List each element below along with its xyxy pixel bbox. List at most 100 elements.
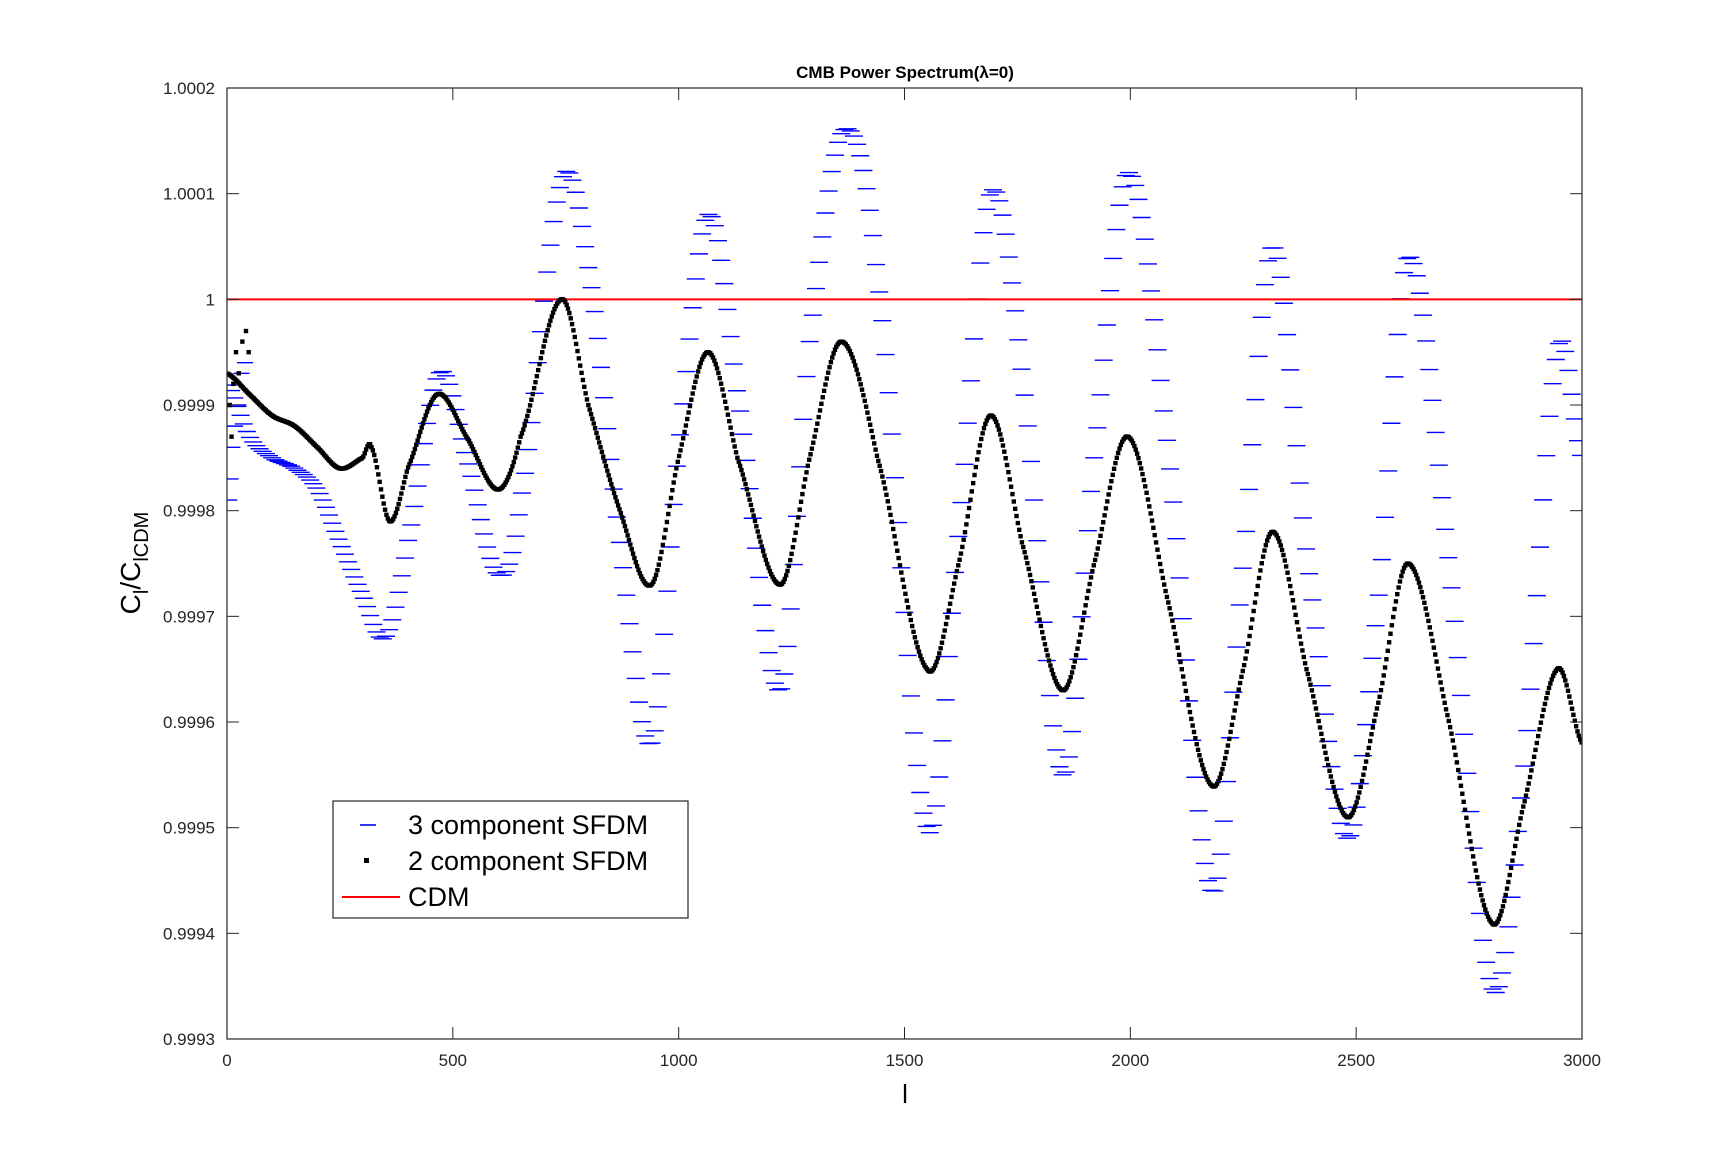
series-2-point bbox=[1521, 804, 1525, 808]
series-2-point bbox=[883, 486, 887, 490]
series-2-point bbox=[940, 641, 944, 645]
series-2-point bbox=[1371, 725, 1375, 729]
series-2-point bbox=[1419, 590, 1423, 594]
series-2-point bbox=[1139, 466, 1143, 470]
series-2-point bbox=[535, 374, 539, 378]
series-2-point bbox=[1529, 768, 1533, 772]
series-2-point bbox=[869, 429, 873, 433]
series-2-point bbox=[632, 556, 636, 560]
series-2-point bbox=[814, 428, 818, 432]
series-2-point bbox=[800, 492, 804, 496]
series-2-point bbox=[1013, 507, 1017, 511]
series-2-point bbox=[947, 608, 951, 612]
series-2-point bbox=[1302, 655, 1306, 659]
series-2-point bbox=[900, 578, 904, 582]
series-2-point bbox=[670, 488, 674, 492]
series-2-point bbox=[377, 480, 381, 484]
series-2-point bbox=[1513, 844, 1517, 848]
series-2-point bbox=[394, 511, 398, 515]
series-2-point bbox=[961, 538, 965, 542]
series-2-point bbox=[621, 520, 625, 524]
series-2-point bbox=[735, 456, 739, 460]
series-2-point bbox=[583, 391, 587, 395]
series-2-point bbox=[533, 380, 537, 384]
series-2-point bbox=[574, 342, 578, 346]
series-2-point bbox=[1050, 668, 1054, 672]
series-2-point bbox=[678, 448, 682, 452]
series-2-point bbox=[1022, 550, 1026, 554]
series-2-point bbox=[379, 487, 383, 491]
series-2-point bbox=[673, 473, 677, 477]
series-2-point bbox=[662, 535, 666, 539]
legend-label-2-component: 2 component SFDM bbox=[408, 846, 648, 876]
series-2-point bbox=[413, 447, 417, 451]
series-2-point bbox=[1417, 581, 1421, 585]
series-2-point bbox=[1228, 730, 1232, 734]
series-2-point bbox=[1308, 683, 1312, 687]
series-2-point bbox=[858, 382, 862, 386]
series-2-point bbox=[1395, 592, 1399, 596]
y-axis-label-main: C bbox=[115, 594, 146, 614]
series-2-point bbox=[913, 635, 917, 639]
series-2-point bbox=[1353, 804, 1357, 808]
series-2-point bbox=[1369, 732, 1373, 736]
series-2-point bbox=[517, 440, 521, 444]
series-2-point bbox=[1250, 617, 1254, 621]
series-2-point bbox=[1170, 618, 1174, 622]
series-2-point bbox=[510, 464, 514, 468]
series-2-point bbox=[395, 507, 399, 511]
series-2-point bbox=[1360, 779, 1364, 783]
series-2-point bbox=[1304, 667, 1308, 671]
series-2-point bbox=[1482, 903, 1486, 907]
series-2-point bbox=[414, 443, 418, 447]
series-2-point bbox=[1330, 780, 1334, 784]
series-2-point bbox=[686, 410, 690, 414]
series-2-point bbox=[731, 438, 735, 442]
series-2-point bbox=[1020, 540, 1024, 544]
series-2-point bbox=[956, 563, 960, 567]
series-2-point bbox=[1048, 663, 1052, 667]
series-2-point bbox=[762, 553, 766, 557]
series-2-point bbox=[867, 416, 871, 420]
series-2-point bbox=[1102, 513, 1106, 517]
series-2-point bbox=[531, 392, 535, 396]
series-2-point bbox=[1287, 577, 1291, 581]
series-2-point bbox=[894, 541, 898, 545]
series-2-point bbox=[589, 412, 593, 416]
series-2-point bbox=[1300, 648, 1304, 652]
series-2-point bbox=[598, 445, 602, 449]
series-2-point bbox=[999, 438, 1003, 442]
series-2-point bbox=[853, 363, 857, 367]
series-2-point bbox=[1399, 574, 1403, 578]
y-tick-label: 0.9994 bbox=[163, 924, 215, 943]
series-2-point bbox=[1073, 659, 1077, 663]
series-2-point bbox=[1322, 744, 1326, 748]
series-2-point bbox=[415, 438, 419, 442]
series-2-point bbox=[1548, 681, 1552, 685]
series-2-point bbox=[571, 328, 575, 332]
series-2-point bbox=[1441, 694, 1445, 698]
series-2-point bbox=[593, 426, 597, 430]
series-2-point bbox=[579, 371, 583, 375]
series-2-point bbox=[1303, 661, 1307, 665]
series-2-point bbox=[1247, 634, 1251, 638]
series-2-point bbox=[1503, 893, 1507, 897]
series-2-point bbox=[788, 558, 792, 562]
series-2-point bbox=[1571, 713, 1575, 717]
series-2-point bbox=[1144, 491, 1148, 495]
series-2-point bbox=[1394, 599, 1398, 603]
series-2-point bbox=[863, 399, 867, 403]
series-2-point bbox=[945, 615, 949, 619]
series-2-point bbox=[803, 477, 807, 481]
y-tick-label: 0.9996 bbox=[163, 713, 215, 732]
series-2-point bbox=[1105, 499, 1109, 503]
series-2-point bbox=[1474, 868, 1478, 872]
series-2-point bbox=[661, 543, 665, 547]
series-2-point bbox=[405, 469, 409, 473]
series-2-point bbox=[857, 377, 861, 381]
series-2-point bbox=[514, 451, 518, 455]
series-2-point bbox=[1238, 681, 1242, 685]
series-2-point bbox=[1181, 674, 1185, 678]
legend-label-cdm: CDM bbox=[408, 882, 470, 912]
series-2-point bbox=[1116, 451, 1120, 455]
